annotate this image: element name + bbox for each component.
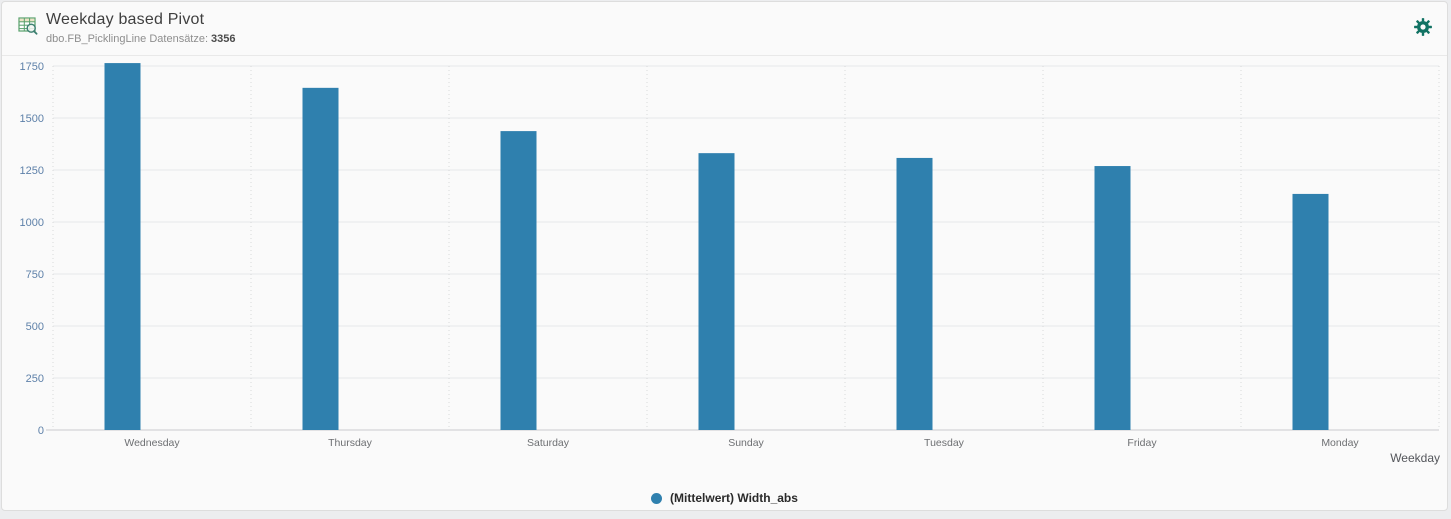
x-axis-title: Weekday	[1390, 451, 1440, 465]
legend-dot-icon	[651, 492, 663, 504]
bar-thursday[interactable]	[302, 87, 339, 430]
bar-monday[interactable]	[1292, 193, 1329, 430]
datasource-label: dbo.FB_PicklingLine Datensätze:	[46, 33, 209, 45]
bar-chart: 0 250 500 750 1000 1250 1500 1750 Wednesday Thurs…	[20, 61, 1440, 449]
bar-tuesday[interactable]	[896, 157, 933, 430]
y-tick-label: 0	[38, 425, 44, 437]
bar-saturday[interactable]	[500, 131, 537, 430]
y-tick-label: 1250	[20, 165, 44, 177]
gear-icon	[1414, 18, 1432, 36]
header-divider	[2, 55, 1447, 56]
x-tick-label: Tuesday	[924, 437, 965, 449]
bar-sunday[interactable]	[698, 153, 735, 431]
y-tick-label: 250	[26, 373, 44, 385]
y-tick-label: 1500	[20, 113, 44, 125]
x-tick-label: Sunday	[728, 437, 764, 449]
legend-item[interactable]: (Mittelwert) Width_abs	[2, 488, 1447, 508]
x-tick-label: Friday	[1127, 437, 1157, 449]
y-tick-label: 750	[26, 269, 44, 281]
bar-friday[interactable]	[1094, 166, 1131, 430]
legend-label: (Mittelwert) Width_abs	[670, 491, 798, 505]
page-title: Weekday based Pivot	[46, 11, 205, 28]
y-tick-label: 1000	[20, 217, 44, 229]
settings-button[interactable]	[1409, 13, 1437, 41]
x-tick-label: Thursday	[328, 437, 373, 449]
datasource-subtitle: dbo.FB_PicklingLine Datensätze: 3356	[46, 33, 236, 45]
x-tick-label: Saturday	[527, 437, 570, 449]
widget-header: Weekday based Pivot dbo.FB_PicklingLine …	[2, 2, 1447, 55]
record-count: 3356	[211, 33, 236, 45]
x-tick-label: Wednesday	[124, 437, 180, 449]
pivot-widget-card: Weekday based Pivot dbo.FB_PicklingLine …	[1, 1, 1448, 511]
x-tick-label: Monday	[1321, 437, 1359, 449]
pivot-table-search-icon	[15, 13, 41, 39]
y-tick-label: 500	[26, 321, 44, 333]
y-tick-label: 1750	[20, 61, 44, 73]
bar-wednesday[interactable]	[104, 63, 141, 430]
